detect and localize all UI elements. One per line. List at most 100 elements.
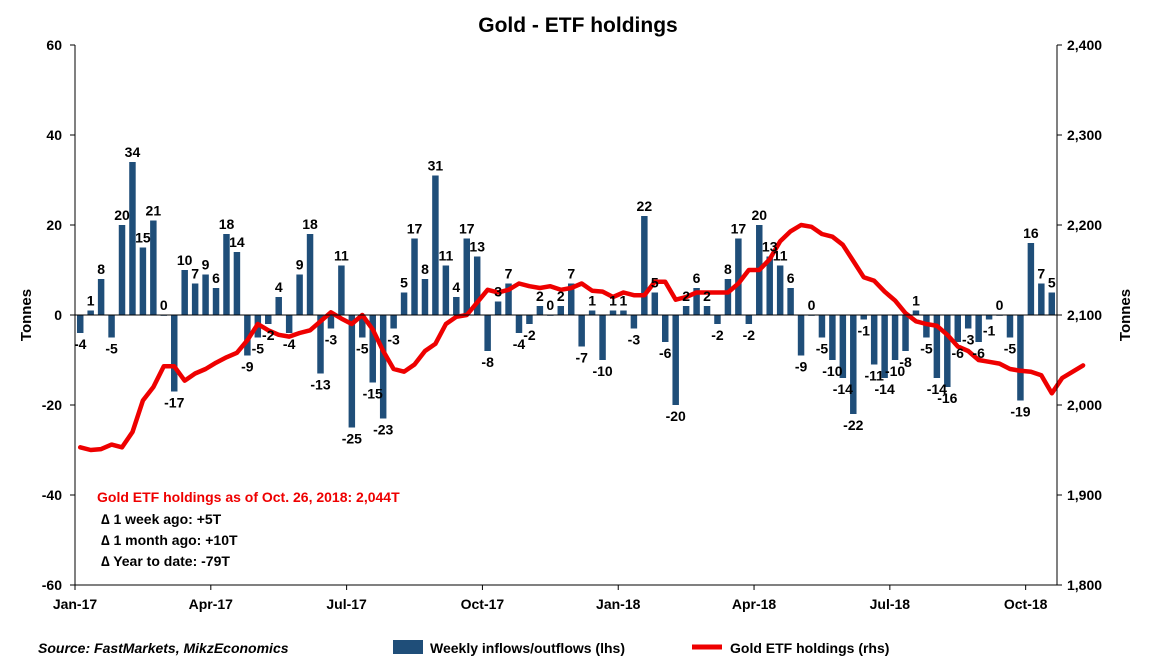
bar-data-label: 6 [212, 270, 220, 286]
flow-bar [223, 234, 230, 315]
flow-bar [348, 315, 356, 428]
flow-bar [359, 315, 366, 338]
flow-bar [797, 315, 805, 356]
bar-data-label: 20 [751, 207, 767, 223]
flow-bar [118, 225, 126, 315]
bar-data-label: -14 [927, 381, 947, 397]
bar-data-label: 13 [469, 239, 485, 255]
bar-data-label: 5 [1048, 275, 1056, 291]
bar-data-label: -7 [575, 350, 588, 366]
bar-data-label: -5 [1004, 341, 1017, 357]
bar-data-label: 6 [787, 270, 795, 286]
flow-bar [171, 315, 178, 392]
flow-bar [432, 175, 439, 315]
x-tick-label: Jan-17 [53, 596, 98, 612]
flow-bar [672, 315, 679, 405]
bar-data-label: 11 [334, 248, 349, 264]
bar-data-label: -22 [843, 417, 863, 433]
flow-bar [369, 315, 376, 383]
bar-data-label: 0 [546, 297, 554, 313]
bar-data-label: 9 [202, 257, 210, 273]
bar-data-label: -2 [743, 327, 756, 343]
bar-data-label: 21 [146, 203, 162, 219]
right-tick-label: 2,000 [1067, 397, 1102, 413]
flow-bar [787, 288, 794, 315]
bar-data-label: -3 [387, 332, 400, 348]
bar-data-label: -9 [795, 359, 808, 375]
flow-bar [400, 292, 408, 315]
bar-data-label: 20 [114, 207, 130, 223]
bar-data-label: 16 [1023, 225, 1039, 241]
bar-data-label: -14 [875, 381, 895, 397]
bar-data-label: -14 [833, 381, 853, 397]
x-tick-label: Jul-17 [326, 596, 367, 612]
flow-bar [212, 288, 220, 315]
flow-bar [285, 315, 293, 333]
flow-bar [453, 297, 460, 315]
flow-bar [338, 265, 345, 315]
bar-data-label: -4 [513, 336, 526, 352]
flow-bar [306, 234, 314, 315]
flow-bar [829, 315, 836, 360]
bar-data-label: 17 [459, 221, 475, 237]
bar-data-label: -8 [481, 354, 494, 370]
x-tick-label: Apr-18 [732, 596, 777, 612]
flow-bar [557, 306, 565, 315]
flow-bar [714, 315, 721, 324]
flow-bar [881, 315, 888, 378]
bar-data-label: -8 [899, 354, 912, 370]
flow-bar [954, 315, 961, 342]
bar-data-label: -5 [252, 341, 265, 357]
flow-bar [745, 315, 753, 324]
bar-series-weekly-flows [76, 162, 1056, 428]
bar-data-label: 14 [229, 234, 245, 250]
flow-bar [850, 315, 857, 414]
flow-bar [578, 315, 585, 347]
flow-bar [233, 252, 241, 315]
flow-bar [860, 315, 867, 320]
left-tick-label: -60 [42, 577, 62, 593]
bar-data-label: -16 [937, 390, 957, 406]
bar-data-label: 5 [651, 275, 659, 291]
bar-data-label: -10 [885, 363, 905, 379]
bar-data-label: 6 [693, 270, 701, 286]
bar-data-label: -2 [711, 327, 724, 343]
left-tick-label: 40 [46, 127, 62, 143]
flow-bar [421, 279, 429, 315]
bar-data-label: -6 [952, 345, 965, 361]
bar-data-label: 11 [773, 248, 788, 264]
bar-data-label: 1 [588, 293, 596, 309]
flow-bar [494, 301, 502, 315]
flow-bar [473, 256, 481, 315]
bar-data-label: -3 [325, 332, 338, 348]
flow-bar [975, 315, 982, 342]
bar-data-label: -19 [1010, 404, 1030, 420]
bar-data-label: 8 [724, 261, 732, 277]
flow-bar [567, 283, 575, 315]
flow-bar [818, 315, 826, 338]
legend-bar-swatch [393, 640, 423, 654]
flow-bar [505, 283, 512, 315]
bar-data-label: 2 [703, 288, 711, 304]
flow-bar [139, 247, 147, 315]
bar-data-label: 34 [125, 144, 141, 160]
bar-data-label: 13 [762, 239, 778, 255]
bar-data-label: 8 [421, 261, 429, 277]
flow-bar [1048, 292, 1056, 315]
bar-data-label: -5 [356, 341, 369, 357]
bar-data-label: -20 [666, 408, 686, 424]
bar-data-label: -23 [373, 422, 393, 438]
flow-bar [1006, 315, 1014, 338]
flow-bar [599, 315, 606, 360]
x-tick-label: Jan-18 [596, 596, 641, 612]
bar-data-label: -5 [816, 341, 829, 357]
right-tick-label: 2,200 [1067, 217, 1102, 233]
flow-bar [526, 315, 533, 324]
bar-data-label: 17 [731, 221, 747, 237]
bar-data-label: -11 [864, 368, 884, 384]
bar-data-label: 1 [87, 293, 95, 309]
flow-bar [442, 265, 450, 315]
x-tick-label: Apr-17 [189, 596, 234, 612]
bar-data-label: -10 [822, 363, 842, 379]
bar-data-label: -1 [983, 323, 996, 339]
